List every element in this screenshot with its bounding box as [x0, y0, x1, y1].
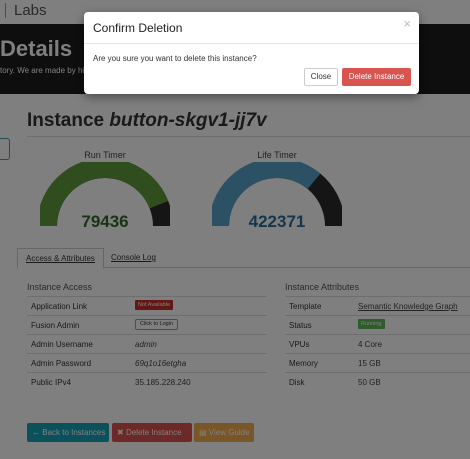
dialog-title: Confirm Deletion	[93, 21, 183, 35]
dialog-message: Are you sure you want to delete this ins…	[93, 54, 257, 63]
confirm-deletion-dialog: Confirm Deletion × Are you sure you want…	[84, 12, 419, 94]
dialog-header-divider	[84, 43, 419, 44]
dialog-delete-button[interactable]: Delete Instance	[342, 68, 411, 86]
close-icon[interactable]: ×	[403, 16, 411, 31]
dialog-close-button[interactable]: Close	[304, 68, 338, 86]
